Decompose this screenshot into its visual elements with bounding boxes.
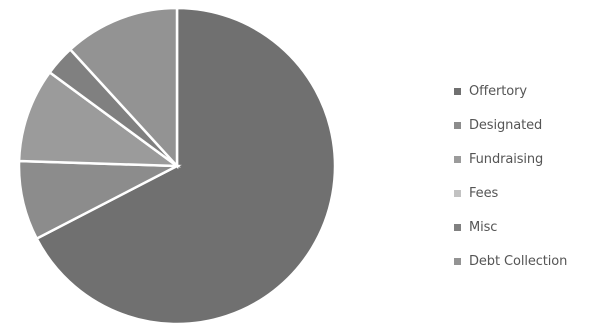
pie-slice-debt-collection bbox=[68, 6, 179, 170]
legend-item-fundraising: Fundraising bbox=[454, 142, 594, 176]
pie-slice-fundraising bbox=[17, 70, 181, 168]
legend-swatch-fundraising bbox=[454, 155, 461, 163]
pie-slice-offertory bbox=[34, 6, 337, 326]
legend: Offertory Designated Fundraising Fees Mi… bbox=[454, 74, 594, 278]
legend-swatch-debt-collection bbox=[454, 257, 461, 265]
legend-label-designated: Designated bbox=[469, 117, 543, 133]
legend-label-misc: Misc bbox=[469, 219, 498, 235]
legend-label-fees: Fees bbox=[469, 185, 499, 201]
legend-item-misc: Misc bbox=[454, 210, 594, 244]
legend-item-fees: Fees bbox=[454, 176, 594, 210]
legend-item-offertory: Offertory bbox=[454, 74, 594, 108]
legend-swatch-fees bbox=[454, 189, 461, 197]
legend-swatch-designated bbox=[454, 121, 461, 129]
legend-item-debt-collection: Debt Collection bbox=[454, 244, 594, 278]
legend-item-designated: Designated bbox=[454, 108, 594, 142]
legend-swatch-offertory bbox=[454, 87, 461, 95]
legend-swatch-misc bbox=[454, 223, 461, 231]
legend-label-debt-collection: Debt Collection bbox=[469, 253, 568, 269]
legend-label-fundraising: Fundraising bbox=[469, 151, 544, 167]
legend-label-offertory: Offertory bbox=[469, 83, 527, 99]
